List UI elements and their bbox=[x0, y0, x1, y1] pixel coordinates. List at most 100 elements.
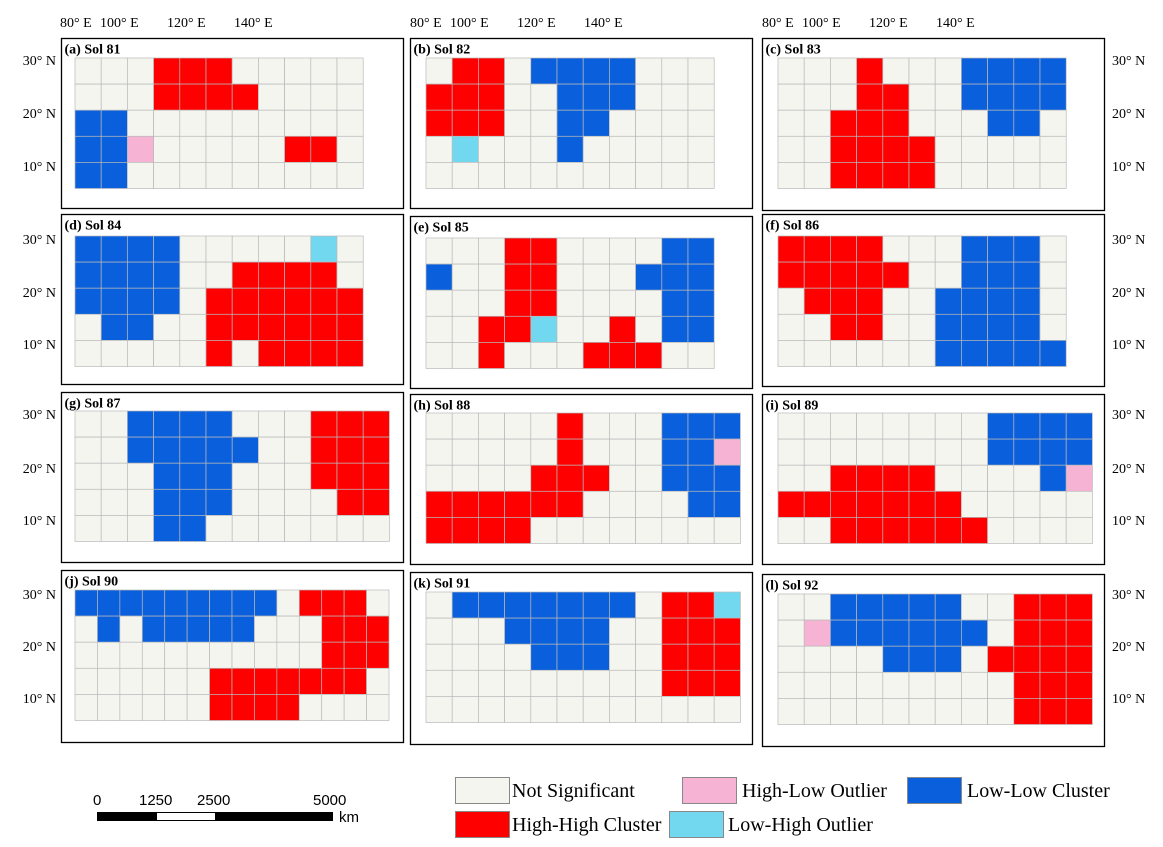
cell-high-high bbox=[582, 464, 610, 492]
cell-high-high bbox=[856, 313, 884, 341]
cell-high-high bbox=[231, 313, 259, 341]
cell-high-high bbox=[556, 464, 584, 492]
cell-not-significant bbox=[425, 57, 453, 85]
cell-not-significant bbox=[556, 342, 584, 369]
cell-not-significant bbox=[258, 235, 285, 263]
cell-high-high bbox=[284, 135, 312, 163]
cell-not-significant bbox=[425, 464, 453, 492]
cell-low-low bbox=[882, 593, 910, 621]
cell-low-low bbox=[830, 619, 857, 647]
panel-title: (g) Sol 87 bbox=[65, 397, 121, 412]
cell-not-significant bbox=[425, 289, 453, 317]
cell-not-significant bbox=[830, 83, 857, 111]
cell-high-high bbox=[687, 591, 715, 619]
cell-not-significant bbox=[298, 615, 323, 643]
cell-not-significant bbox=[231, 109, 259, 137]
cell-high-high bbox=[882, 135, 910, 163]
cell-not-significant bbox=[336, 135, 364, 163]
cell-not-significant bbox=[609, 289, 636, 317]
cell-low-low bbox=[74, 162, 102, 189]
lat-label-right: 10° N bbox=[1112, 514, 1145, 529]
cell-not-significant bbox=[310, 57, 338, 85]
lat-label-right: 30° N bbox=[1112, 408, 1145, 423]
cell-high-high bbox=[856, 261, 884, 289]
cell-high-high bbox=[1013, 619, 1041, 647]
cell-low-low bbox=[74, 287, 102, 315]
cell-not-significant bbox=[504, 412, 532, 440]
cell-not-significant bbox=[635, 83, 663, 111]
cell-not-significant bbox=[74, 462, 102, 490]
panel-title: (f) Sol 86 bbox=[766, 219, 820, 234]
cell-low-low bbox=[100, 109, 128, 137]
cell-not-significant bbox=[777, 109, 805, 137]
cell-high-high bbox=[1039, 645, 1067, 673]
cell-high-high bbox=[478, 109, 505, 137]
cell-not-significant bbox=[74, 340, 102, 367]
cell-not-significant bbox=[205, 261, 233, 289]
cell-not-significant bbox=[803, 645, 831, 673]
cell-not-significant bbox=[882, 287, 910, 315]
cell-high-high bbox=[205, 313, 233, 341]
cell-not-significant bbox=[777, 593, 805, 621]
cell-low-low bbox=[254, 589, 278, 617]
cell-high-high bbox=[343, 641, 367, 669]
cell-not-significant bbox=[366, 589, 390, 617]
cell-high-high bbox=[336, 313, 364, 341]
cell-not-significant bbox=[153, 340, 181, 367]
cell-not-significant bbox=[336, 109, 364, 137]
cell-not-significant bbox=[425, 237, 453, 265]
cell-not-significant bbox=[504, 438, 532, 466]
cell-high-high bbox=[310, 313, 338, 341]
cell-high-high bbox=[205, 287, 233, 315]
cell-not-significant bbox=[310, 109, 338, 137]
cell-low-low bbox=[556, 109, 584, 137]
cell-high-high bbox=[504, 237, 532, 265]
cell-high-high bbox=[451, 109, 479, 137]
cell-not-significant bbox=[179, 313, 207, 341]
cell-not-significant bbox=[451, 342, 479, 369]
cell-low-low bbox=[530, 617, 558, 645]
cell-not-significant bbox=[231, 462, 259, 490]
lat-label-left: 30° N bbox=[23, 408, 56, 423]
cell-not-significant bbox=[530, 517, 558, 544]
cell-high-high bbox=[830, 235, 857, 263]
panel-title: (d) Sol 84 bbox=[65, 219, 122, 234]
cell-not-significant bbox=[856, 412, 884, 440]
cell-not-significant bbox=[687, 696, 715, 723]
cell-not-significant bbox=[777, 671, 805, 699]
cell-not-significant bbox=[310, 515, 338, 542]
cell-low-low bbox=[179, 515, 207, 542]
cell-not-significant bbox=[1039, 490, 1067, 518]
cell-not-significant bbox=[258, 436, 285, 464]
map-panel-g: (g) Sol 87 bbox=[60, 391, 405, 564]
cell-not-significant bbox=[164, 667, 188, 695]
cell-not-significant bbox=[336, 235, 364, 263]
cell-low-low bbox=[987, 438, 1015, 466]
cell-high-high bbox=[504, 517, 532, 544]
cell-low-low bbox=[127, 410, 154, 438]
cell-not-significant bbox=[1039, 261, 1067, 289]
cell-not-significant bbox=[276, 615, 300, 643]
cell-not-significant bbox=[186, 667, 210, 695]
cell-not-significant bbox=[284, 83, 312, 111]
cell-low-low bbox=[127, 261, 154, 289]
cell-not-significant bbox=[582, 289, 610, 317]
cell-not-significant bbox=[803, 412, 831, 440]
cell-not-significant bbox=[582, 412, 610, 440]
cell-high-high bbox=[856, 490, 884, 518]
cell-not-significant bbox=[451, 412, 479, 440]
cell-not-significant bbox=[777, 313, 805, 341]
legend-swatch-low-low-cluster bbox=[907, 777, 962, 804]
cell-low-low bbox=[1039, 57, 1067, 85]
cell-not-significant bbox=[803, 464, 831, 492]
lon-label: 80° E bbox=[410, 16, 442, 31]
cell-low-low bbox=[153, 436, 181, 464]
cell-not-significant bbox=[100, 515, 128, 542]
cell-not-significant bbox=[478, 438, 505, 466]
cell-not-significant bbox=[451, 617, 479, 645]
scalebar-label-1250: 1250 bbox=[139, 792, 173, 809]
cell-high-high bbox=[362, 410, 390, 438]
cell-not-significant bbox=[231, 488, 259, 516]
cell-high-high bbox=[882, 464, 910, 492]
cell-low-low bbox=[556, 591, 584, 619]
